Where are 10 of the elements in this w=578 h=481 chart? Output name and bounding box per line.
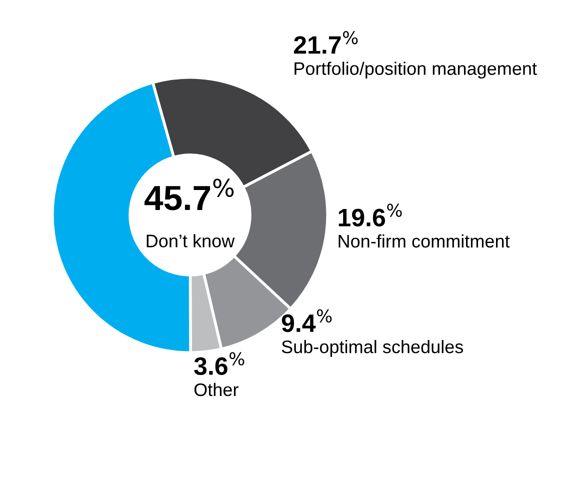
slice-label: Sub-optimal schedules [282, 340, 464, 357]
data-label: 19.6$^{%}$ [338, 204, 402, 226]
slice-label: Non-firm commitment [338, 234, 510, 248]
data-label: 45.7$^{%}$ [144, 178, 234, 210]
slice-label: Other [194, 382, 238, 396]
data-label: 21.7$^{%}$ [294, 31, 358, 54]
data-label: 9.4$^{%}$ [282, 309, 332, 332]
slice-label: Portfolio/position management [294, 62, 537, 79]
slice-label: Don’t know [146, 234, 235, 248]
data-label: 3.6$^{%}$ [194, 352, 244, 376]
